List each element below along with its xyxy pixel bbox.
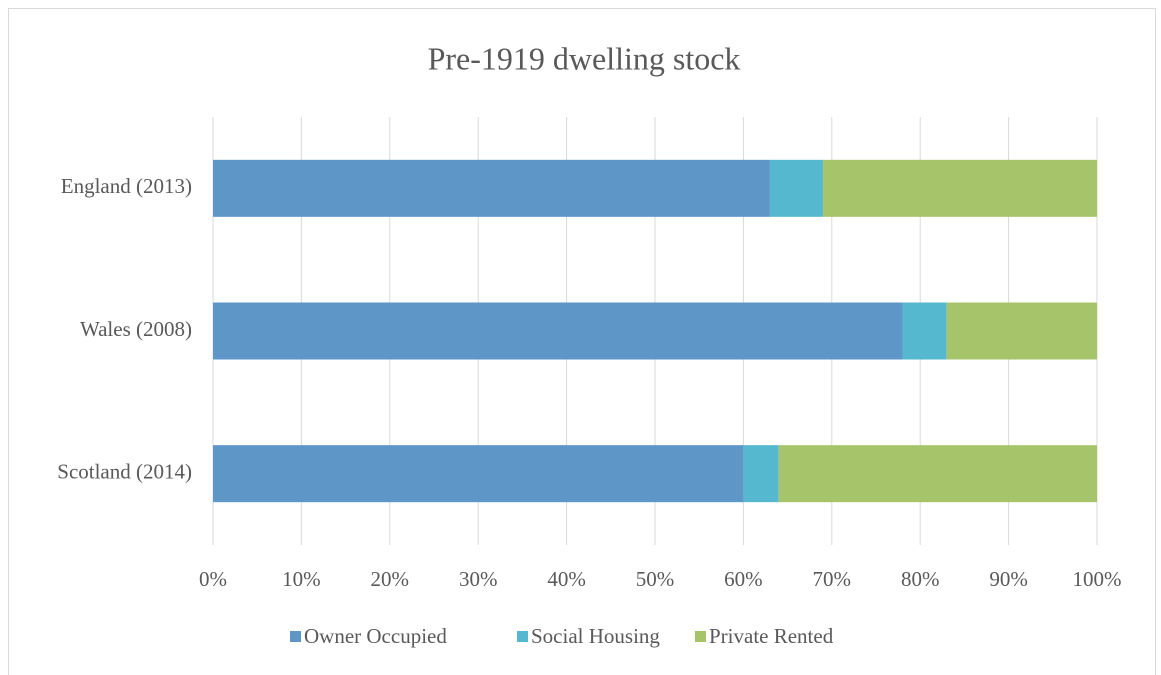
x-tick-label: 100% [1073,567,1122,591]
y-tick-label: Wales (2008) [80,317,192,341]
legend-label: Owner Occupied [304,624,447,648]
x-tick-label: 10% [282,567,321,591]
bar-segment [213,445,744,503]
legend-swatch [517,631,528,642]
bar-segment [778,445,1097,503]
x-tick-label: 20% [371,567,410,591]
x-tick-label: 50% [636,567,675,591]
legend-label: Private Rented [709,624,834,648]
x-tick-label: 60% [724,567,763,591]
chart-title: Pre-1919 dwelling stock [428,40,741,76]
bar-segment [946,302,1097,360]
x-tick-label: 0% [199,567,227,591]
legend-swatch [695,631,706,642]
bar-segment [902,302,947,360]
x-tick-label: 40% [547,567,586,591]
x-tick-label: 90% [989,567,1028,591]
legend-swatch [290,631,301,642]
bar-segment [213,159,770,217]
bar-segment [213,302,903,360]
bar-segment [769,159,823,217]
bar-segment [822,159,1097,217]
bar-segment [743,445,779,503]
x-tick-label: 80% [901,567,940,591]
legend-label: Social Housing [531,624,660,648]
x-tick-label: 70% [813,567,852,591]
y-tick-label: England (2013) [61,174,192,198]
y-tick-label: Scotland (2014) [57,459,192,483]
x-tick-label: 30% [459,567,498,591]
